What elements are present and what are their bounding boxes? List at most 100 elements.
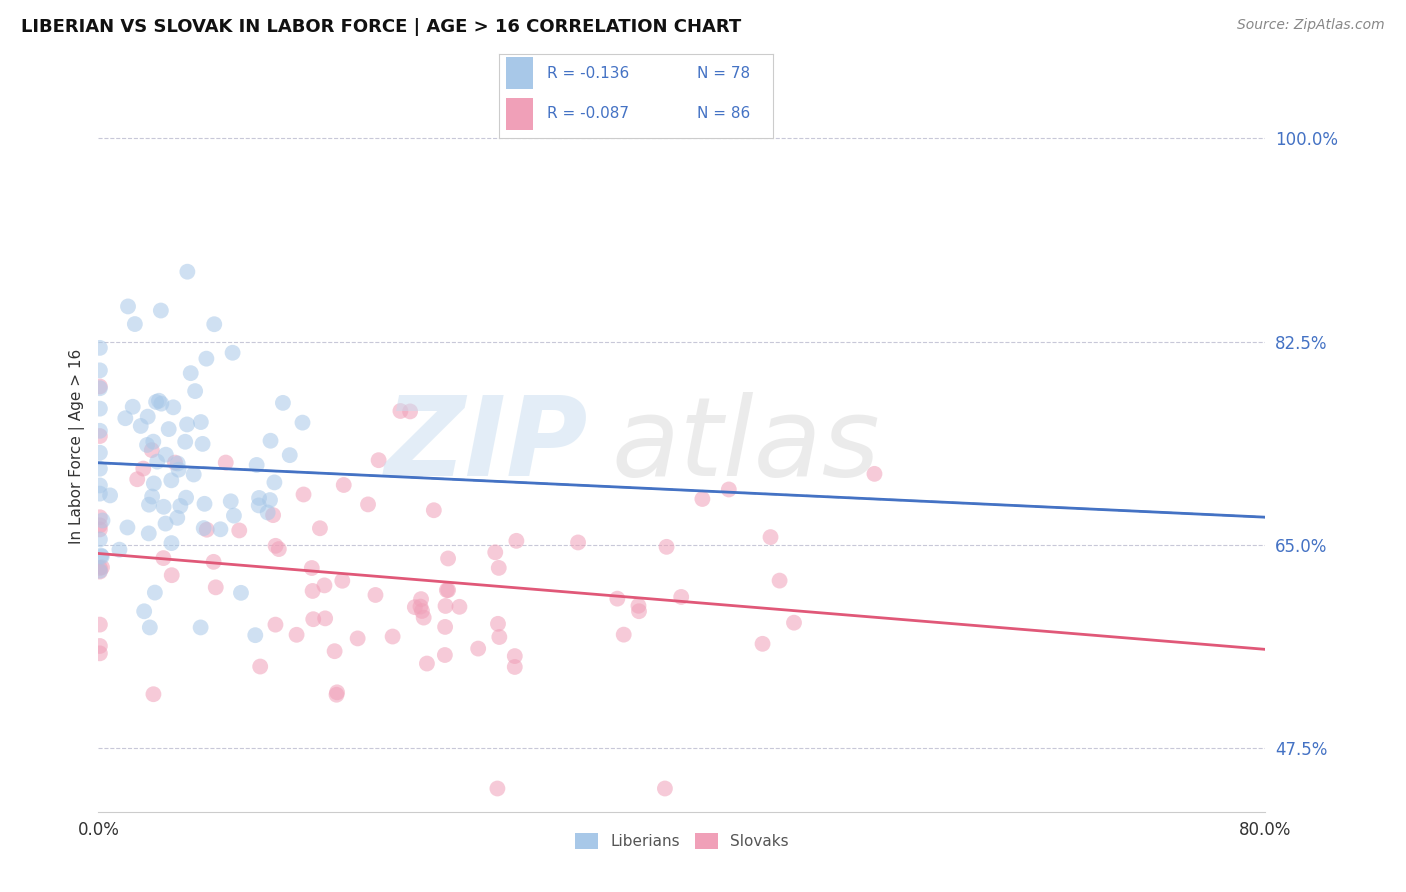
Point (209, 522, 232, 536)
Point (191, 437, 214, 451)
Point (90, 549, 112, 563)
Point (138, 498, 160, 512)
Point (264, 617, 287, 632)
Point (416, 657, 439, 671)
Point (423, 503, 446, 517)
Point (193, 497, 215, 511)
Point (346, 632, 368, 646)
Point (89, 523, 111, 537)
Point (176, 417, 198, 432)
Point (148, 393, 170, 408)
Point (389, 404, 412, 418)
Point (325, 688, 347, 702)
Text: Source: ZipAtlas.com: Source: ZipAtlas.com (1237, 18, 1385, 32)
Point (488, 630, 510, 644)
Point (285, 628, 308, 642)
Point (409, 599, 432, 614)
Point (302, 612, 325, 626)
Point (246, 458, 269, 472)
Point (505, 533, 527, 548)
Point (134, 604, 156, 618)
Point (174, 434, 197, 449)
Point (114, 411, 136, 425)
Point (149, 303, 172, 318)
Point (228, 524, 250, 538)
Point (89, 424, 111, 438)
Point (89, 341, 111, 355)
Point (437, 583, 460, 598)
Point (434, 599, 457, 613)
Point (449, 599, 471, 614)
Point (411, 604, 433, 618)
Point (247, 499, 270, 513)
Point (152, 500, 174, 514)
Point (89, 446, 111, 460)
Point (169, 499, 191, 513)
Point (89, 533, 111, 547)
Point (117, 520, 139, 534)
Point (783, 615, 806, 630)
Point (219, 494, 242, 508)
Point (654, 781, 676, 796)
Point (245, 628, 267, 642)
Point (467, 641, 489, 656)
Point (91, 513, 114, 527)
Point (155, 516, 177, 531)
Point (117, 300, 139, 314)
Point (180, 366, 202, 380)
Point (90, 549, 112, 564)
Point (301, 584, 323, 599)
Point (503, 660, 526, 674)
Point (434, 620, 457, 634)
Point (145, 395, 167, 409)
Text: ZIP: ZIP (385, 392, 589, 500)
Point (89, 381, 111, 395)
Point (139, 620, 162, 634)
Point (768, 574, 790, 588)
Point (124, 317, 146, 331)
Point (437, 551, 460, 566)
Point (717, 483, 740, 497)
Text: LIBERIAN VS SLOVAK IN LABOR FORCE | AGE > 16 CORRELATION CHART: LIBERIAN VS SLOVAK IN LABOR FORCE | AGE … (21, 18, 741, 36)
Point (89, 478, 111, 492)
Point (229, 586, 252, 600)
Point (486, 781, 509, 796)
Point (89, 510, 111, 524)
Y-axis label: In Labor Force | Age > 16: In Labor Force | Age > 16 (69, 349, 84, 543)
Point (129, 419, 152, 434)
Point (89, 429, 111, 443)
Legend: Liberians, Slovaks: Liberians, Slovaks (569, 827, 794, 855)
Point (367, 453, 389, 467)
Point (364, 588, 387, 602)
Point (262, 508, 284, 522)
Point (259, 493, 281, 508)
Point (381, 630, 404, 644)
Point (202, 555, 225, 569)
Point (692, 491, 714, 506)
Point (163, 456, 186, 470)
Point (326, 685, 349, 699)
Text: N = 86: N = 86 (696, 106, 749, 121)
Point (89, 379, 111, 393)
Point (399, 404, 422, 418)
Point (150, 397, 173, 411)
Point (256, 506, 278, 520)
Point (152, 551, 174, 566)
Point (91, 560, 114, 574)
Point (267, 542, 290, 557)
Point (204, 580, 226, 594)
Point (271, 396, 294, 410)
Point (264, 539, 287, 553)
Point (141, 490, 163, 504)
Point (606, 591, 628, 606)
Point (184, 384, 207, 398)
Point (863, 467, 886, 481)
Point (486, 616, 509, 631)
Point (409, 592, 432, 607)
Point (143, 585, 166, 599)
Point (89, 564, 111, 578)
Point (138, 526, 160, 541)
Point (247, 491, 270, 505)
Point (404, 600, 426, 615)
Point (166, 511, 188, 525)
